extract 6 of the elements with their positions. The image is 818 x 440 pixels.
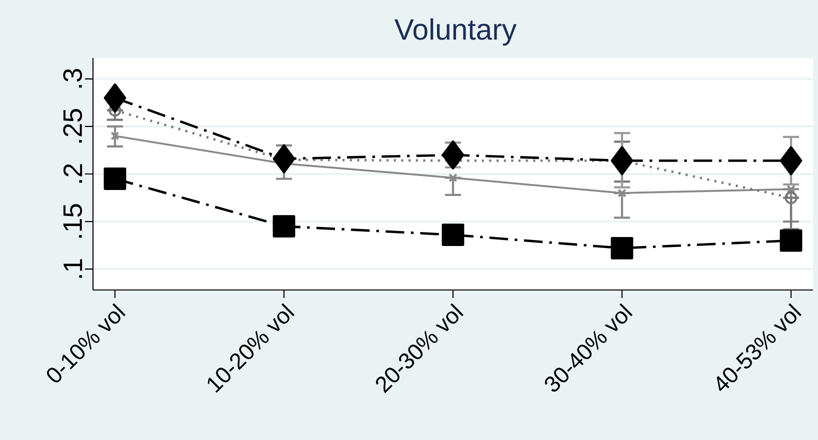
chart-title: Voluntary bbox=[394, 18, 517, 46]
y-tick-label: .1 bbox=[64, 259, 82, 278]
y-tick-label: .3 bbox=[63, 68, 82, 88]
y-tick-label: .25 bbox=[63, 109, 82, 143]
y-tick-label: .15 bbox=[63, 204, 82, 238]
y-tick-label: .2 bbox=[63, 164, 82, 183]
